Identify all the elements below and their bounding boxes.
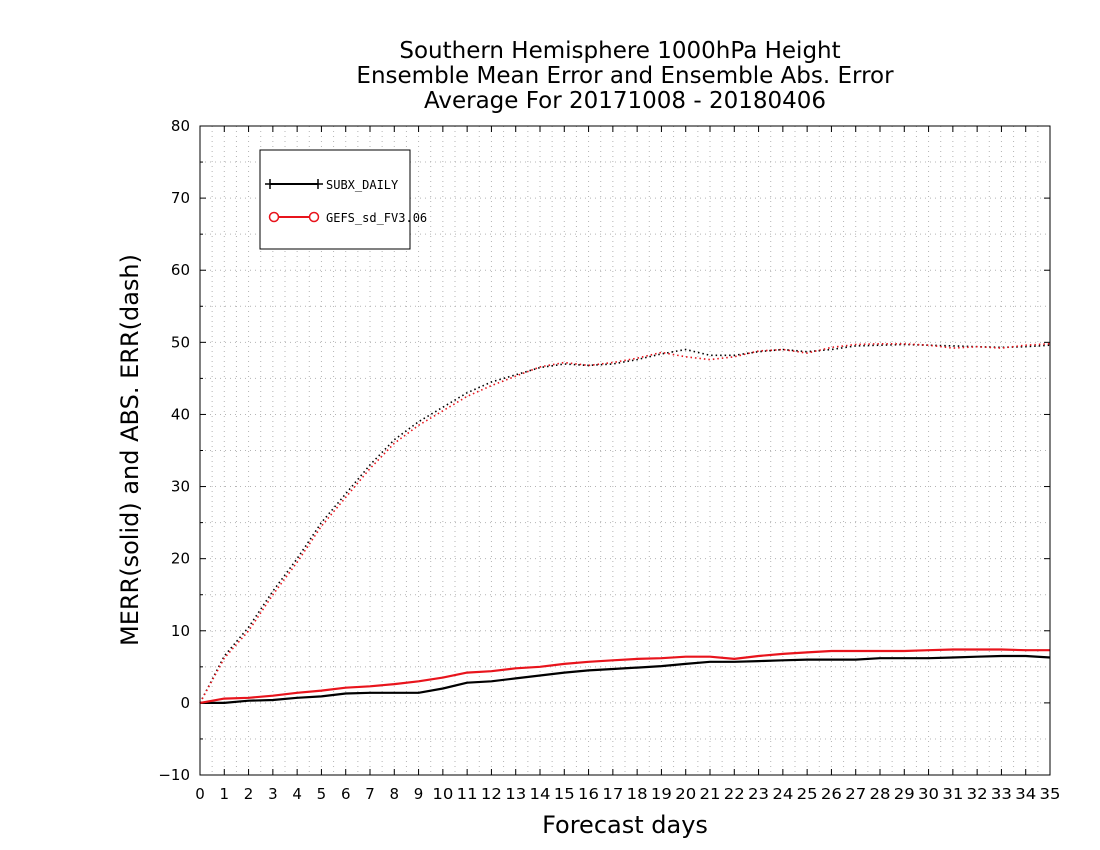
series-line-merr-0 xyxy=(200,654,1051,705)
x-tick-label: 4 xyxy=(292,785,302,803)
legend-box xyxy=(259,149,411,250)
x-tick-label: 8 xyxy=(390,785,400,803)
x-tick-label: 24 xyxy=(772,785,793,803)
x-tick-label: 27 xyxy=(845,785,866,803)
y-axis-label: MERR(solid) and ABS. ERR(dash) xyxy=(116,254,144,646)
legend-entry-gefs: GEFS_sd_FV3.06 xyxy=(268,211,427,225)
y-tick-label: 10 xyxy=(171,622,190,640)
x-tick-label: 30 xyxy=(918,785,939,803)
series-layer xyxy=(199,342,1051,705)
x-axis-label: Forecast days xyxy=(542,811,708,839)
legend-label-gefs: GEFS_sd_FV3.06 xyxy=(326,211,427,225)
x-tick-label: 29 xyxy=(894,785,915,803)
x-tick-label: 1 xyxy=(220,785,230,803)
x-axis-ticks: 0 1 2 3 4 5 6 7 8 9 10 11 12 13 14 15 16 17 18 19 20 21 22 23 24… xyxy=(195,126,1061,803)
legend: SUBX_DAILY GEFS_sd_FV3.06 xyxy=(259,149,427,250)
x-tick-label: 19 xyxy=(651,785,672,803)
y-tick-label: 20 xyxy=(171,550,190,568)
x-tick-label: 26 xyxy=(821,785,842,803)
x-tick-label: 20 xyxy=(675,785,696,803)
x-tick-label: 28 xyxy=(870,785,891,803)
y-axis-ticks: −10 0 10 20 30 40 50 60 70 80 xyxy=(158,117,1050,784)
x-tick-label: 23 xyxy=(748,785,769,803)
circle-marker-icon xyxy=(308,211,320,223)
y-tick-label: 50 xyxy=(171,333,190,351)
x-tick-label: 18 xyxy=(627,785,648,803)
x-tick-label: 2 xyxy=(244,785,254,803)
series-line-merr-1 xyxy=(199,648,1050,704)
x-tick-label: 7 xyxy=(365,785,375,803)
x-tick-label: 10 xyxy=(432,785,453,803)
x-tick-label: 3 xyxy=(268,785,278,803)
y-tick-label: 30 xyxy=(171,478,190,496)
plus-marker-icon xyxy=(265,179,323,189)
circle-marker-icon xyxy=(268,211,280,223)
legend-label-subx: SUBX_DAILY xyxy=(326,178,399,192)
x-tick-label: 25 xyxy=(797,785,818,803)
legend-entry-subx: SUBX_DAILY xyxy=(265,178,399,192)
x-tick-label: 0 xyxy=(195,785,205,803)
x-tick-label: 15 xyxy=(554,785,575,803)
x-tick-label: 33 xyxy=(991,785,1012,803)
x-tick-label: 9 xyxy=(414,785,424,803)
x-tick-label: 21 xyxy=(700,785,721,803)
x-tick-label: 17 xyxy=(602,785,623,803)
x-tick-label: 5 xyxy=(317,785,327,803)
x-tick-label: 16 xyxy=(578,785,599,803)
y-tick-label: 70 xyxy=(171,189,190,207)
x-tick-label: 31 xyxy=(942,785,963,803)
chart-title-line-3: Average For 20171008 - 20180406 xyxy=(424,88,826,114)
y-tick-label: 40 xyxy=(171,405,190,423)
y-tick-label: −10 xyxy=(158,766,190,784)
x-tick-label: 11 xyxy=(457,785,478,803)
y-tick-label: 80 xyxy=(171,117,190,135)
chart-title-line-2: Ensemble Mean Error and Ensemble Abs. Er… xyxy=(356,63,894,89)
series-line-abs-err-0 xyxy=(199,343,1051,704)
x-tick-label: 12 xyxy=(481,785,502,803)
series-line-abs-err-1 xyxy=(199,342,1051,704)
x-tick-label: 6 xyxy=(341,785,351,803)
x-tick-label: 14 xyxy=(530,785,551,803)
y-tick-label: 60 xyxy=(171,261,190,279)
y-tick-label: 0 xyxy=(180,694,190,712)
x-tick-label: 22 xyxy=(724,785,745,803)
x-tick-label: 13 xyxy=(505,785,526,803)
chart-title-line-1: Southern Hemisphere 1000hPa Height xyxy=(399,38,840,64)
x-tick-label: 34 xyxy=(1015,785,1036,803)
x-tick-label: 35 xyxy=(1040,785,1061,803)
plot-frame xyxy=(199,125,1051,776)
x-tick-label: 32 xyxy=(967,785,988,803)
